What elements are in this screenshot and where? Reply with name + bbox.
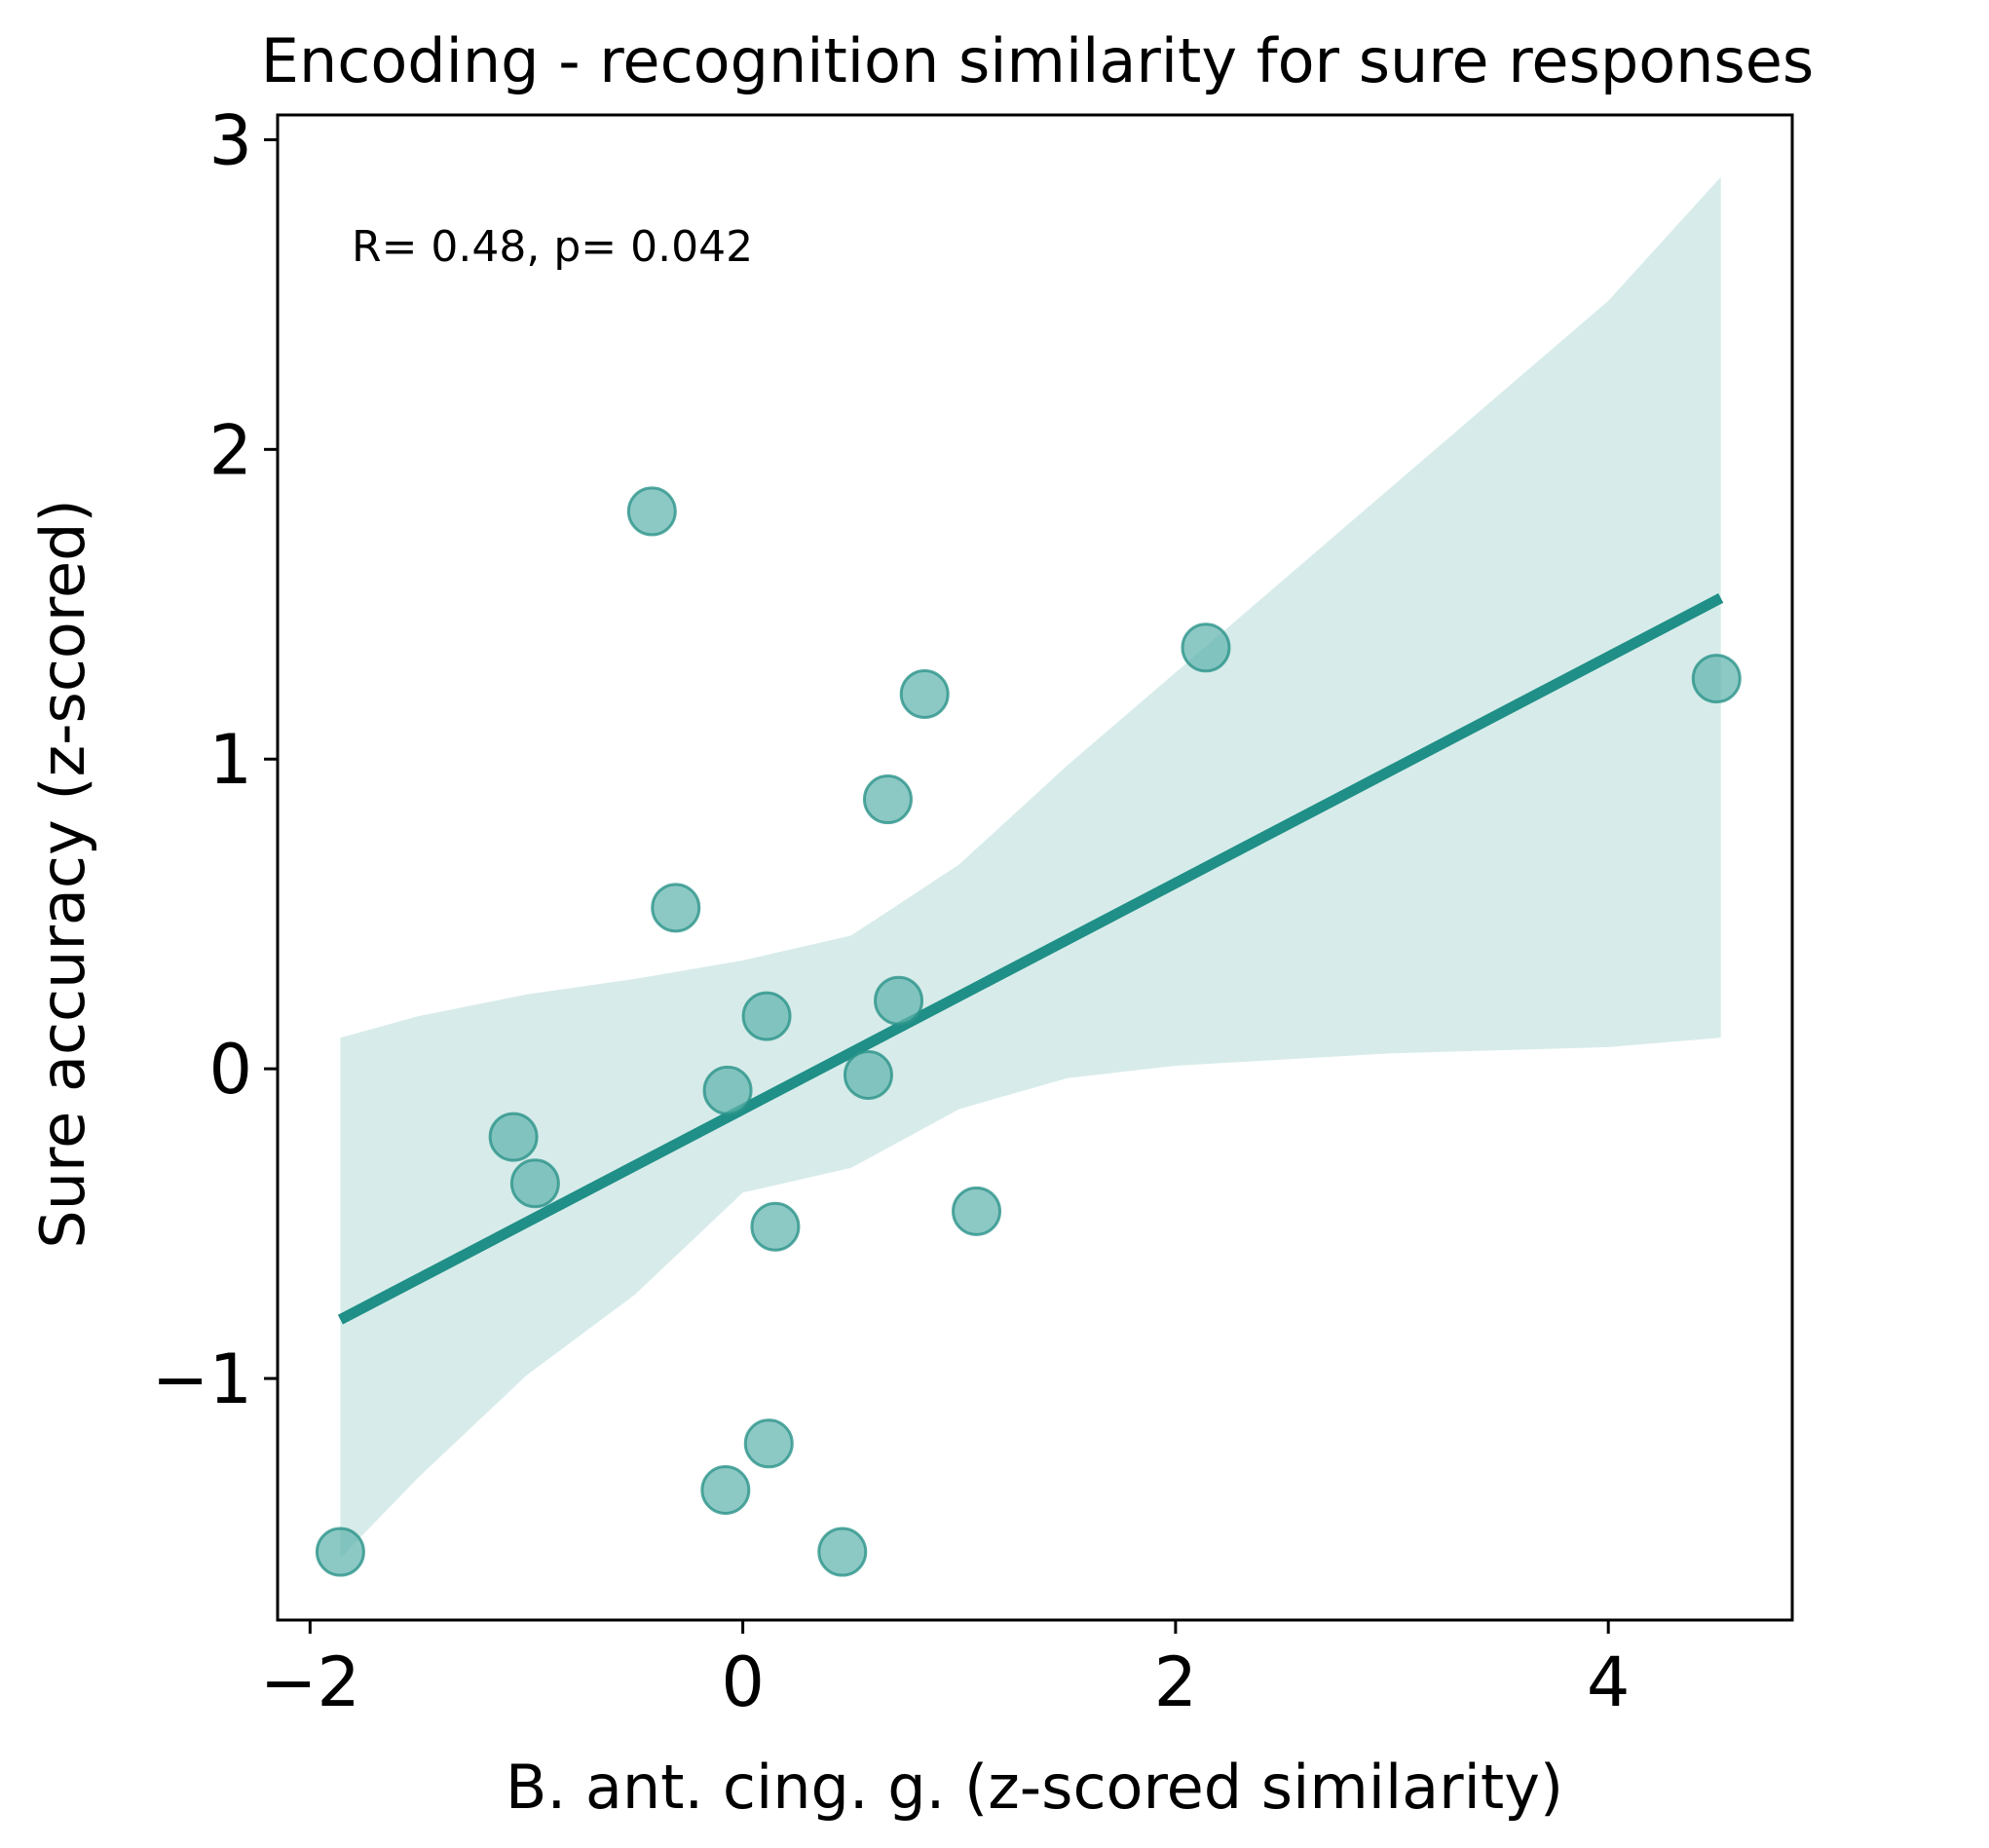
data-point bbox=[843, 1049, 893, 1100]
data-point bbox=[651, 883, 701, 933]
data-point bbox=[741, 991, 792, 1041]
annotation-text: R= 0.48, p= 0.042 bbox=[352, 222, 753, 272]
data-point bbox=[700, 1464, 751, 1515]
plot-frame bbox=[276, 113, 1794, 1622]
data-point bbox=[862, 774, 913, 825]
data-point bbox=[488, 1112, 539, 1162]
data-point bbox=[702, 1065, 753, 1115]
x-axis-label: B. ant. cing. g. (z-scored similarity) bbox=[506, 1752, 1563, 1823]
data-point bbox=[509, 1158, 560, 1209]
data-point bbox=[952, 1186, 1002, 1236]
chart-title: Encoding - recognition similarity for su… bbox=[261, 25, 1814, 96]
y-tick-label: −1 bbox=[152, 1339, 252, 1419]
regression-line-layer bbox=[337, 593, 1724, 1325]
y-tick-label: 2 bbox=[208, 410, 252, 490]
y-tick-label: 0 bbox=[208, 1030, 252, 1110]
data-point bbox=[817, 1527, 868, 1577]
x-tick-label: 2 bbox=[1154, 1642, 1198, 1722]
data-point bbox=[874, 975, 924, 1026]
data-point bbox=[1181, 622, 1231, 673]
regression-line bbox=[337, 593, 1724, 1325]
x-tick-label: −2 bbox=[260, 1642, 360, 1722]
data-point bbox=[1691, 654, 1742, 704]
data-point bbox=[626, 486, 677, 537]
y-axis-ticks: −1 0 1 2 3 bbox=[152, 100, 278, 1419]
y-axis-label: Sure accuracy (z-scored) bbox=[27, 499, 98, 1248]
data-point bbox=[750, 1201, 801, 1252]
data-points-layer bbox=[315, 486, 1742, 1577]
confidence-band bbox=[340, 176, 1721, 1559]
data-point bbox=[899, 668, 950, 719]
x-tick-label: 4 bbox=[1587, 1642, 1631, 1722]
data-point bbox=[743, 1418, 794, 1469]
confidence-band-layer bbox=[340, 176, 1721, 1559]
x-axis-ticks: −2 0 2 4 bbox=[260, 1620, 1631, 1722]
data-point bbox=[315, 1527, 365, 1577]
x-tick-label: 0 bbox=[721, 1642, 765, 1722]
y-tick-label: 3 bbox=[208, 100, 252, 180]
y-tick-label: 1 bbox=[208, 720, 252, 800]
